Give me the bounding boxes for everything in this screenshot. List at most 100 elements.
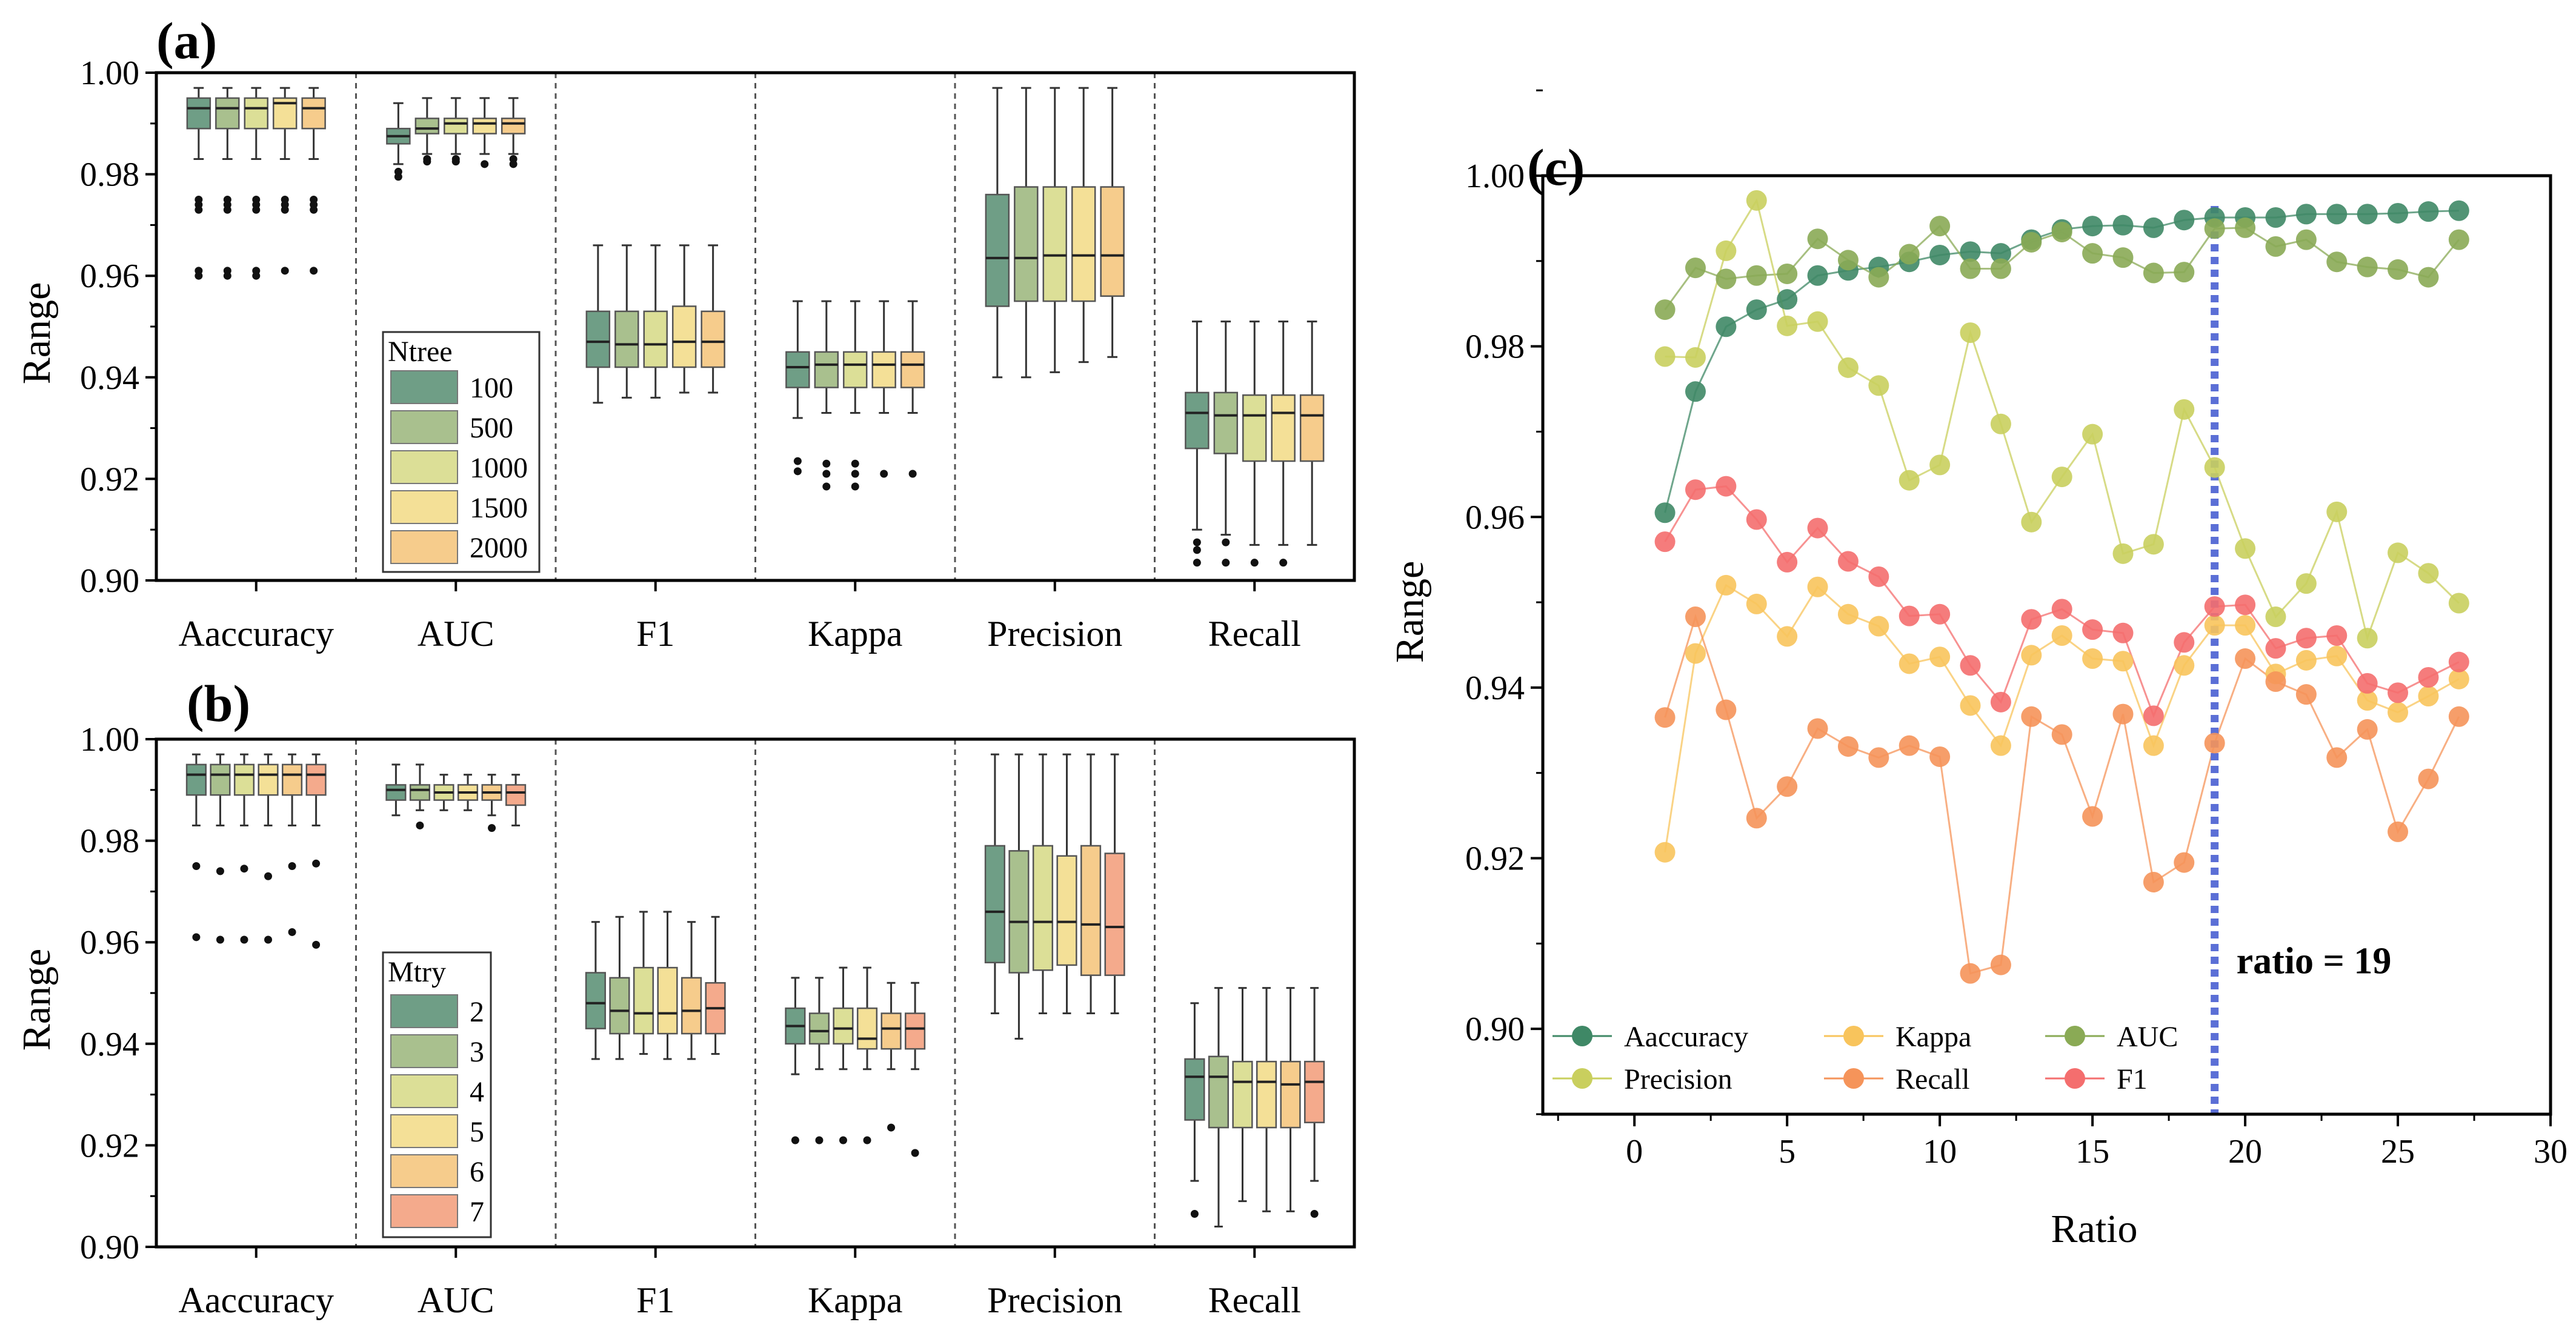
outlier-point bbox=[281, 205, 289, 214]
data-point-f1 bbox=[1899, 605, 1920, 626]
legend-label: 1000 bbox=[470, 452, 528, 484]
legend-label: 1500 bbox=[470, 492, 528, 524]
data-point-auc bbox=[2388, 259, 2409, 280]
box-body bbox=[305, 763, 327, 796]
box-body bbox=[472, 118, 497, 135]
data-point-recall bbox=[2448, 706, 2469, 727]
data-point-auc bbox=[2235, 217, 2256, 238]
data-point-recall bbox=[2051, 724, 2072, 745]
data-point-auc bbox=[1777, 263, 1798, 284]
outlier-point bbox=[310, 205, 318, 214]
data-point-recall bbox=[1960, 963, 1981, 984]
box-body bbox=[843, 351, 868, 388]
data-point-kappa bbox=[2204, 615, 2225, 636]
box-body bbox=[409, 784, 431, 801]
data-point-f1 bbox=[2204, 596, 2225, 617]
data-point-precision bbox=[2235, 538, 2256, 559]
panel-c-plot-frame bbox=[1541, 174, 2552, 1116]
outlier-point bbox=[252, 205, 261, 214]
panel-c-label: (c) bbox=[1527, 138, 1585, 196]
outlier-point bbox=[223, 271, 231, 280]
data-point-auc bbox=[2082, 243, 2103, 264]
data-point-kappa bbox=[1807, 576, 1828, 597]
box-body bbox=[505, 784, 527, 806]
legend-swatch bbox=[390, 1074, 458, 1108]
y-tick-label: 1.00 bbox=[80, 721, 139, 759]
outlier-point bbox=[851, 482, 859, 491]
data-point-kappa bbox=[1685, 643, 1706, 664]
legend-label: 3 bbox=[470, 1036, 484, 1068]
box-body bbox=[1071, 186, 1096, 302]
data-point-auc bbox=[2051, 221, 2072, 242]
data-point-recall bbox=[2265, 671, 2286, 693]
data-point-aaccuracy bbox=[1685, 381, 1706, 402]
y-tick-label: 0.94 bbox=[80, 1026, 139, 1063]
data-point-f1 bbox=[2051, 599, 2072, 620]
box-body bbox=[385, 784, 407, 801]
data-point-kappa bbox=[1746, 593, 1767, 614]
panel-c-legend: Aaccuracy Kappa AUC Precision Recall F1 bbox=[1553, 1021, 2178, 1095]
outlier-point bbox=[822, 470, 831, 478]
outlier-point bbox=[312, 859, 321, 868]
data-point-precision bbox=[2326, 501, 2348, 522]
data-point-kappa bbox=[2174, 655, 2195, 676]
box-body bbox=[609, 977, 630, 1035]
data-point-kappa bbox=[1899, 653, 1920, 674]
data-point-f1 bbox=[1716, 476, 1737, 497]
data-point-auc bbox=[2418, 267, 2439, 288]
box-body bbox=[833, 1007, 854, 1045]
outlier-point bbox=[451, 158, 460, 166]
data-point-auc bbox=[2143, 262, 2164, 284]
data-point-aaccuracy bbox=[2112, 214, 2134, 236]
box-body bbox=[905, 1012, 926, 1050]
data-point-auc bbox=[1960, 258, 1981, 279]
box-body bbox=[1232, 1060, 1253, 1129]
panel-c: (c) Range Ratio ratio = 19 0.90 0.92 0.94 0… bbox=[1388, 89, 2568, 1251]
box-body bbox=[501, 118, 526, 135]
legend-swatch bbox=[390, 1114, 458, 1148]
box-body bbox=[1213, 391, 1239, 454]
data-point-aaccuracy bbox=[1716, 316, 1737, 337]
outlier-point bbox=[911, 1149, 919, 1157]
legend-marker bbox=[1843, 1026, 1864, 1046]
data-point-aaccuracy bbox=[2388, 202, 2409, 224]
x-category-label: F1 bbox=[636, 614, 674, 654]
outlier-point bbox=[863, 1136, 871, 1144]
data-point-precision bbox=[1685, 347, 1706, 368]
outlier-point bbox=[423, 158, 431, 166]
legend-label: 500 bbox=[470, 412, 513, 444]
data-point-auc bbox=[2326, 251, 2348, 273]
outlier-point bbox=[416, 821, 424, 829]
data-point-kappa bbox=[1929, 646, 1951, 668]
panel-a-y-axis-title: Range bbox=[15, 282, 59, 385]
data-point-auc bbox=[1899, 244, 1920, 265]
data-point-kappa bbox=[2051, 625, 2072, 646]
data-point-recall bbox=[1654, 707, 1676, 728]
data-point-auc bbox=[2265, 236, 2286, 257]
data-point-aaccuracy bbox=[2295, 204, 2317, 225]
data-point-aaccuracy bbox=[1746, 299, 1767, 321]
outlier-point bbox=[394, 173, 402, 181]
data-point-f1 bbox=[1990, 691, 2011, 713]
data-point-aaccuracy bbox=[2448, 200, 2469, 221]
data-point-kappa bbox=[1654, 842, 1676, 863]
outlier-point bbox=[1222, 538, 1230, 546]
data-point-aaccuracy bbox=[2265, 207, 2286, 228]
outlier-point bbox=[1193, 546, 1201, 554]
x-tick-label: 25 bbox=[2381, 1133, 2415, 1171]
box-body bbox=[185, 763, 207, 796]
outlier-point bbox=[1279, 559, 1288, 567]
x-category-label: AUC bbox=[418, 1280, 494, 1320]
data-point-kappa bbox=[1837, 603, 1859, 625]
data-point-f1 bbox=[1685, 479, 1706, 500]
outlier-point bbox=[793, 467, 802, 476]
outlier-point bbox=[240, 935, 248, 944]
x-tick-label: 20 bbox=[2228, 1133, 2262, 1171]
data-point-kappa bbox=[2112, 651, 2134, 672]
x-category-label: F1 bbox=[636, 1280, 674, 1320]
panel-b: (b) Range 0.90 0.92 0.94 0.96 0.98 1.00 Aaccu… bbox=[15, 674, 1356, 1320]
outlier-point bbox=[264, 872, 273, 880]
box-body bbox=[633, 966, 654, 1035]
box-body bbox=[1242, 394, 1267, 462]
data-point-aaccuracy bbox=[1929, 244, 1951, 265]
